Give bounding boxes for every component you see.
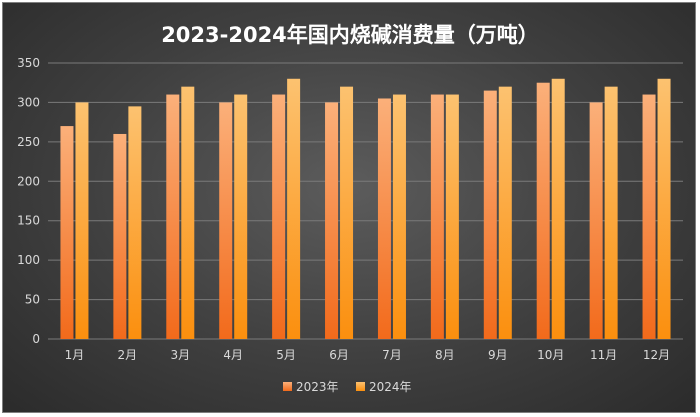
chart-title: 2023-2024年国内烧碱消费量（万吨）: [161, 23, 539, 47]
bar-2024年-7月: [392, 94, 406, 340]
bar-2024年-11月: [604, 86, 618, 340]
y-tick-label: 100: [17, 253, 40, 267]
x-tick-label: 2月: [118, 348, 138, 362]
bar-2024年-4月: [234, 94, 248, 340]
x-tick-label: 1月: [65, 348, 85, 362]
bar-2024年-5月: [287, 78, 301, 340]
legend-label-2024年: 2024年: [369, 380, 412, 394]
bar-2023年-7月: [377, 98, 391, 339]
bar-2023年-8月: [430, 94, 444, 340]
x-tick-label: 9月: [488, 348, 508, 362]
bar-2024年-8月: [445, 94, 459, 340]
legend-label-2023年: 2023年: [296, 380, 339, 394]
bar-2023年-2月: [113, 133, 127, 339]
x-tick-label: 12月: [643, 348, 670, 362]
bar-2023年-6月: [325, 102, 339, 339]
y-tick-label: 0: [32, 332, 40, 346]
legend-swatch-2024年: [356, 382, 365, 391]
bar-2023年-1月: [60, 126, 74, 339]
bars: [60, 78, 671, 340]
axis-labels: 0 50 100 150 200 250 300 350 1月 2月 3月 4月 5月 6月 7月 8月 9月 1…: [17, 56, 670, 362]
x-tick-label: 11月: [590, 348, 617, 362]
bar-2023年-4月: [219, 102, 233, 339]
legend: 2023年 2024年: [283, 380, 412, 394]
x-tick-label: 3月: [170, 348, 190, 362]
bar-2023年-12月: [642, 94, 656, 340]
bar-2024年-2月: [128, 106, 142, 339]
bar-2023年-11月: [589, 102, 603, 339]
bar-2024年-1月: [75, 102, 89, 339]
y-tick-label: 50: [25, 293, 40, 307]
bar-2023年-5月: [272, 94, 286, 340]
x-tick-label: 6月: [329, 348, 349, 362]
x-tick-label: 10月: [537, 348, 564, 362]
x-tick-label: 4月: [223, 348, 243, 362]
bar-2024年-10月: [551, 78, 565, 340]
legend-swatch-2023年: [283, 382, 292, 391]
y-tick-label: 150: [17, 214, 40, 228]
bar-2024年-9月: [498, 86, 512, 340]
bar-2023年-3月: [166, 94, 180, 340]
x-tick-label: 7月: [382, 348, 402, 362]
x-tick-label: 5月: [276, 348, 296, 362]
y-tick-label: 200: [17, 174, 40, 188]
bar-2023年-10月: [536, 82, 550, 339]
bar-2024年-3月: [181, 86, 195, 340]
y-tick-label: 300: [17, 95, 40, 109]
gridlines: [48, 62, 683, 340]
bar-2024年-12月: [657, 78, 671, 340]
bar-2023年-9月: [483, 90, 497, 339]
y-tick-label: 350: [17, 56, 40, 70]
y-tick-label: 250: [17, 135, 40, 149]
bar-2024年-6月: [340, 86, 354, 340]
x-tick-label: 8月: [435, 348, 455, 362]
